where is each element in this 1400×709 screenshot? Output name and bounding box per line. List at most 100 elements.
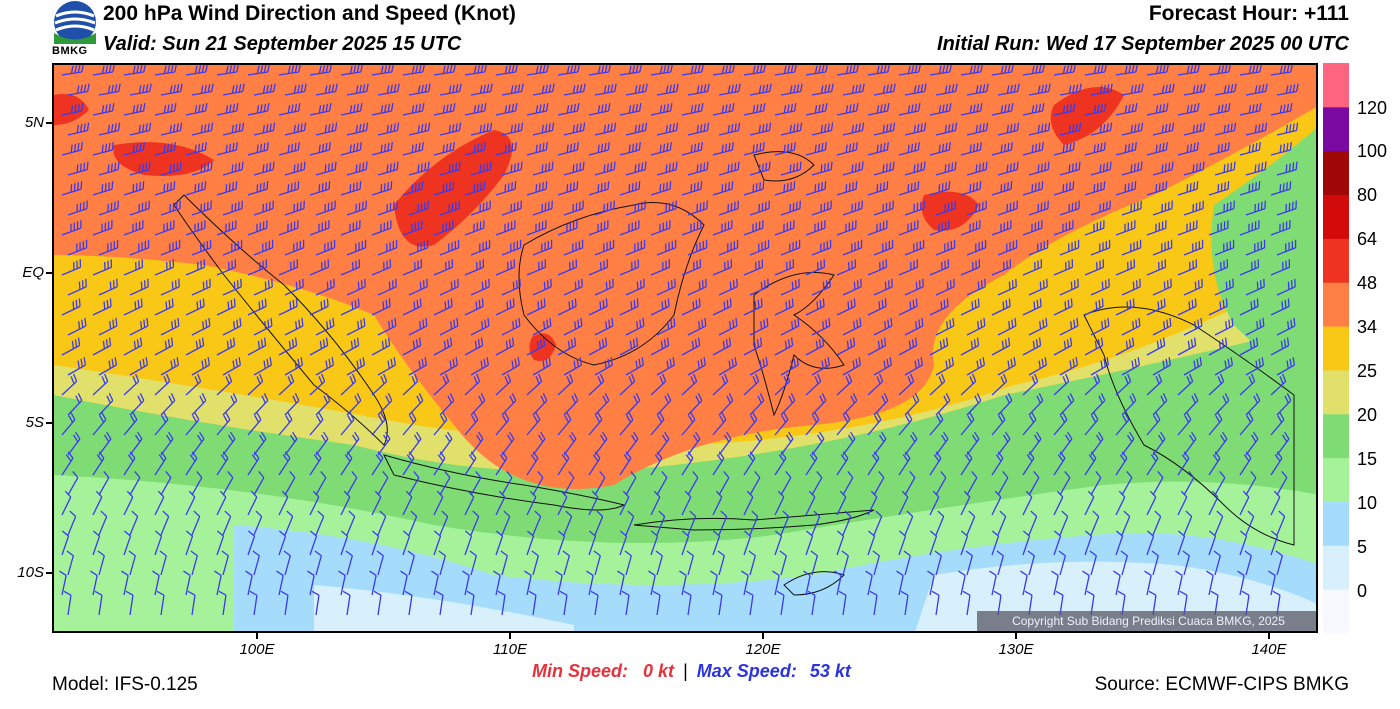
wind-barb bbox=[780, 393, 796, 416]
wind-barb bbox=[625, 200, 646, 216]
wind-barb bbox=[284, 357, 304, 376]
wind-barb bbox=[867, 181, 889, 196]
wind-barb bbox=[681, 181, 703, 196]
wind-barb bbox=[1028, 393, 1044, 416]
wind-barb bbox=[433, 530, 442, 556]
coastline-new-guinea bbox=[1083, 306, 1295, 546]
wind-barb bbox=[656, 83, 679, 96]
wind-barb bbox=[160, 122, 183, 136]
wind-barb bbox=[1208, 451, 1221, 476]
wind-barb bbox=[991, 142, 1013, 156]
speed-band-48-64-b bbox=[113, 142, 214, 176]
wind-barb bbox=[1270, 65, 1293, 76]
wind-barb bbox=[687, 393, 703, 416]
wind-barb bbox=[402, 65, 425, 76]
data-source: Source: ECMWF-CIPS BMKG bbox=[1094, 674, 1349, 695]
wind-barb bbox=[439, 510, 449, 536]
wind-barb bbox=[154, 65, 177, 76]
wind-barb bbox=[741, 570, 749, 596]
wind-barb bbox=[712, 490, 723, 516]
wind-barb bbox=[532, 83, 555, 96]
wind-barb bbox=[526, 259, 547, 276]
wind-barb bbox=[464, 412, 479, 436]
wind-barb bbox=[400, 570, 408, 596]
wind-barb bbox=[991, 103, 1014, 116]
wind-barb bbox=[1183, 431, 1197, 456]
wind-barb bbox=[154, 530, 163, 556]
colorbar-swatches bbox=[1323, 63, 1349, 634]
wind-barb bbox=[216, 181, 238, 196]
wind-barb bbox=[717, 550, 725, 576]
wind-barb bbox=[966, 83, 989, 96]
wind-barb bbox=[191, 278, 211, 296]
wind-barb bbox=[749, 431, 763, 456]
wind-barb bbox=[780, 431, 794, 456]
wind-barb bbox=[1090, 393, 1106, 416]
wind-barb bbox=[1121, 200, 1142, 216]
wind-barb bbox=[1084, 373, 1101, 396]
wind-barb bbox=[253, 83, 276, 96]
wind-barbs bbox=[59, 65, 1299, 616]
wind-barb bbox=[1028, 471, 1040, 496]
wind-barb bbox=[898, 181, 920, 196]
wind-barb bbox=[958, 570, 966, 596]
wind-barb bbox=[1183, 357, 1203, 376]
wind-barb bbox=[929, 65, 952, 76]
wind-barb bbox=[966, 317, 986, 336]
wind-barb bbox=[1177, 142, 1199, 156]
wind-barb bbox=[1270, 259, 1291, 276]
colorbar-label-80: 80 bbox=[1357, 185, 1378, 205]
wind-barb bbox=[625, 317, 645, 336]
wind-barb bbox=[315, 83, 338, 96]
wind-barb bbox=[929, 530, 938, 556]
wind-barb bbox=[495, 103, 518, 116]
wind-barb bbox=[1053, 259, 1074, 276]
wind-barb bbox=[433, 142, 455, 156]
wind-barb bbox=[1208, 373, 1225, 396]
wind-barb bbox=[743, 412, 758, 436]
wind-barb bbox=[469, 550, 477, 576]
min-speed-label: Min Speed: bbox=[532, 661, 629, 681]
wind-barb bbox=[743, 298, 763, 316]
wind-barb bbox=[439, 393, 455, 416]
wind-barb bbox=[129, 471, 141, 496]
wind-barb bbox=[929, 220, 950, 236]
wind-barb bbox=[346, 83, 369, 96]
wind-barb bbox=[836, 142, 858, 156]
model-name: Model: IFS-0.125 bbox=[52, 674, 198, 695]
wind-barb bbox=[309, 451, 322, 476]
wind-barb bbox=[222, 393, 238, 416]
wind-barb bbox=[873, 357, 893, 376]
wind-barb bbox=[1152, 317, 1172, 336]
wind-barb bbox=[123, 181, 145, 196]
wind-barb bbox=[371, 412, 386, 436]
wind-barb bbox=[842, 200, 863, 216]
wind-barb bbox=[966, 357, 986, 376]
wind-barb bbox=[373, 590, 382, 616]
wind-barb bbox=[92, 142, 114, 156]
wind-barb bbox=[154, 142, 176, 156]
wind-barb bbox=[464, 259, 485, 276]
wind-barb bbox=[526, 490, 537, 516]
wind-barb bbox=[1183, 161, 1205, 176]
wind-barb bbox=[904, 431, 918, 456]
lat-tick bbox=[46, 572, 54, 574]
wind-barb bbox=[1237, 570, 1245, 596]
wind-barb bbox=[1152, 161, 1174, 176]
wind-barb bbox=[594, 83, 617, 96]
wind-barb bbox=[98, 431, 112, 456]
wind-barb bbox=[1183, 510, 1193, 536]
wind-barb bbox=[743, 181, 765, 196]
wind-barb bbox=[222, 122, 245, 136]
wind-barb bbox=[1115, 530, 1124, 556]
wind-barb bbox=[222, 357, 242, 376]
wind-barb bbox=[154, 298, 174, 316]
wind-barb bbox=[1208, 412, 1223, 436]
wind-barb bbox=[842, 239, 863, 256]
wind-barb bbox=[650, 373, 667, 396]
wind-barb bbox=[557, 373, 574, 396]
lat-label-5n: 5N bbox=[24, 114, 44, 131]
wind-barb bbox=[377, 122, 400, 136]
wind-barb bbox=[935, 317, 955, 336]
wind-barb bbox=[588, 530, 597, 556]
